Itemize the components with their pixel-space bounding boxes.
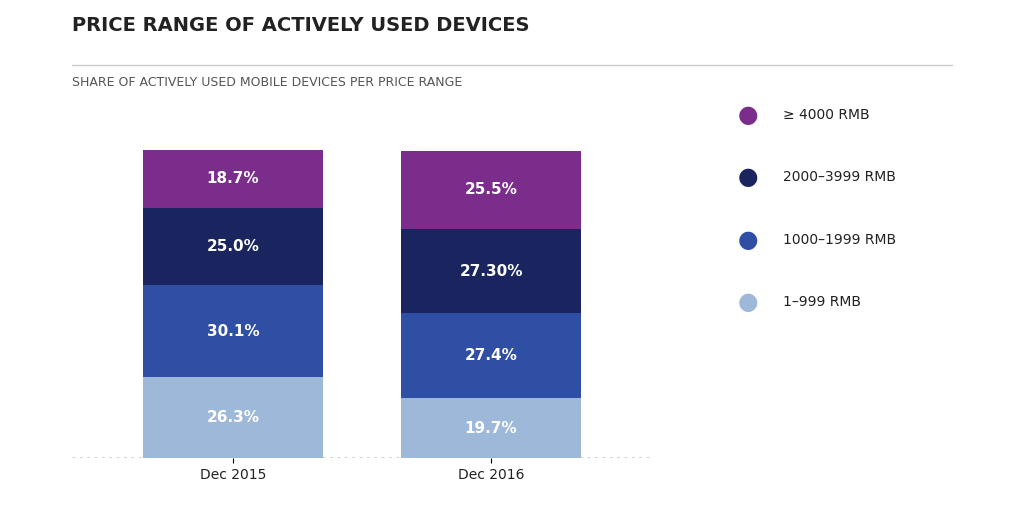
Text: 1–999 RMB: 1–999 RMB [783,295,861,309]
Text: ≥ 4000 RMB: ≥ 4000 RMB [783,108,870,121]
Text: ●: ● [737,228,758,252]
Text: ●: ● [737,165,758,189]
Bar [400,313,582,398]
Text: ●: ● [737,103,758,127]
Text: 27.30%: 27.30% [459,264,523,279]
Text: 27.4%: 27.4% [465,348,517,363]
Bar [400,151,582,229]
Text: 25.0%: 25.0% [207,239,259,254]
Text: ●: ● [737,290,758,314]
Bar [142,377,324,458]
Text: 1000–1999 RMB: 1000–1999 RMB [783,233,896,246]
Bar [400,229,582,313]
Text: 30.1%: 30.1% [207,324,259,339]
Text: 25.5%: 25.5% [465,182,517,197]
Text: 18.7%: 18.7% [207,171,259,187]
Text: 26.3%: 26.3% [207,411,259,426]
Bar [400,398,582,458]
Text: 19.7%: 19.7% [465,420,517,436]
Bar [142,208,324,285]
Text: SHARE OF ACTIVELY USED MOBILE DEVICES PER PRICE RANGE: SHARE OF ACTIVELY USED MOBILE DEVICES PE… [72,76,462,89]
Text: PRICE RANGE OF ACTIVELY USED DEVICES: PRICE RANGE OF ACTIVELY USED DEVICES [72,16,529,34]
Text: 2000–3999 RMB: 2000–3999 RMB [783,170,896,184]
Bar [142,150,324,208]
Bar [142,285,324,377]
